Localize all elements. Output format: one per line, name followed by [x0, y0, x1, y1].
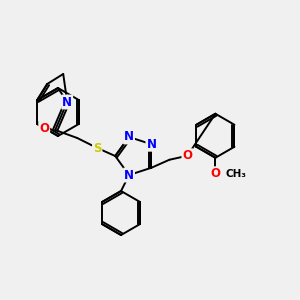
Text: N: N [146, 138, 156, 151]
Text: O: O [39, 122, 49, 134]
Text: CH₃: CH₃ [225, 169, 246, 179]
Text: N: N [124, 130, 134, 143]
Text: N: N [124, 169, 134, 182]
Text: O: O [182, 149, 192, 162]
Text: N: N [62, 95, 72, 109]
Text: O: O [210, 167, 220, 180]
Text: S: S [93, 142, 101, 154]
